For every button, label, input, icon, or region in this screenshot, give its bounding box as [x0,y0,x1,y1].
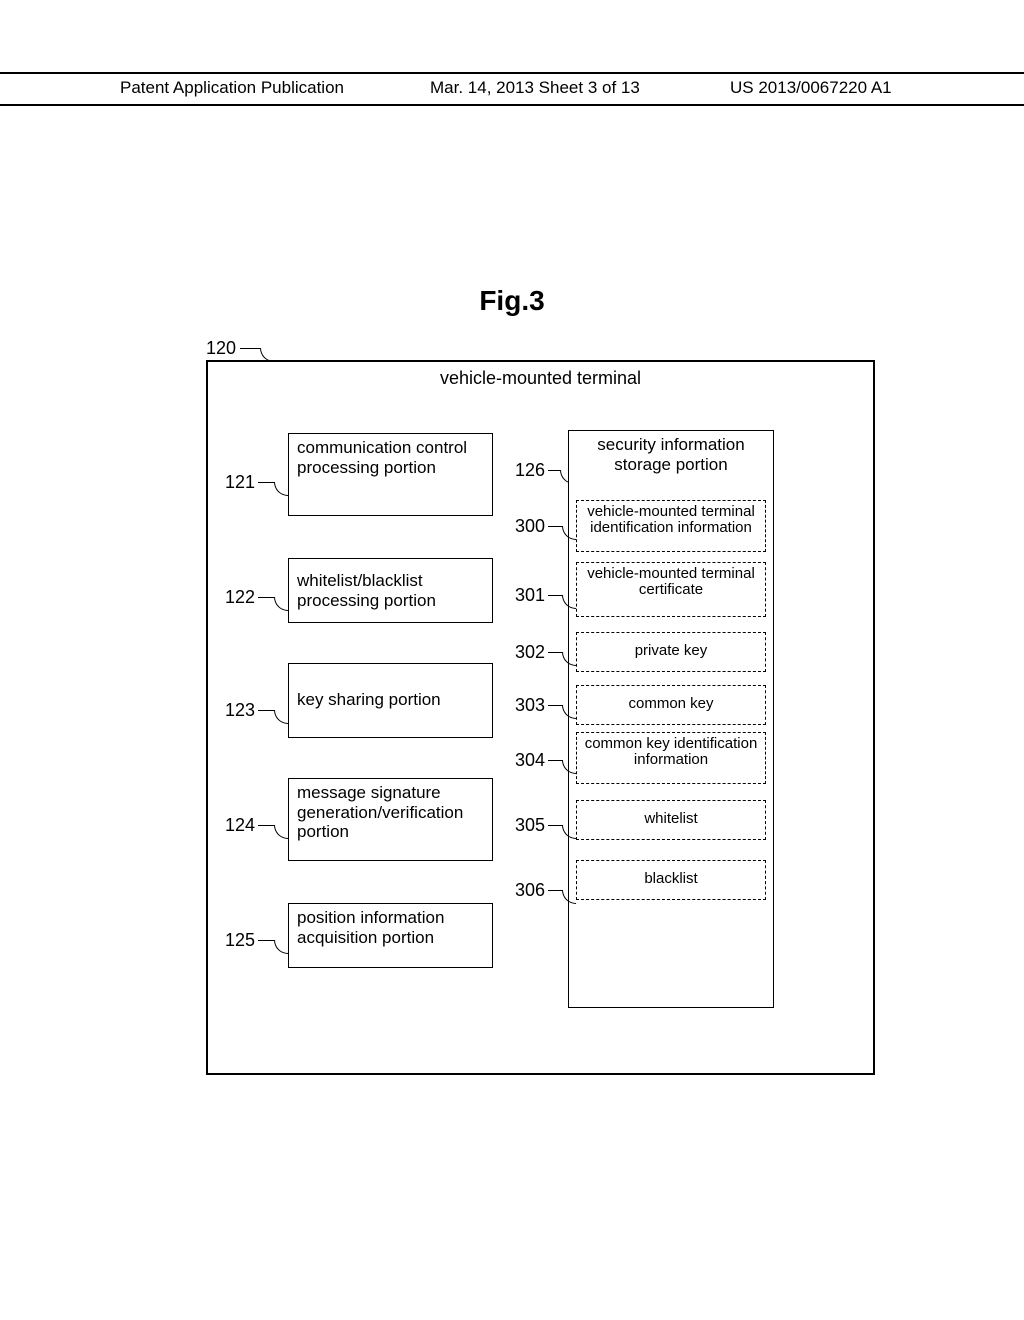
storage-item-306: blacklist [576,860,766,900]
ref-301: 301 [515,585,545,606]
storage-item-text-305: whitelist [577,801,765,830]
ref-305: 305 [515,815,545,836]
ref-125: 125 [225,930,255,951]
left-block-text-122: whitelist/blacklist processing portion [289,559,492,614]
header-rule-top [0,72,1024,74]
left-block-125: position information acquisition portion [288,903,493,968]
storage-item-text-306: blacklist [577,861,765,890]
storage-item-text-304: common key identification information [577,733,765,771]
left-block-123: key sharing portion [288,663,493,738]
header-rule-bottom [0,104,1024,106]
ref-120: 120 [206,338,236,359]
left-block-text-125: position information acquisition portion [289,904,492,951]
header-left: Patent Application Publication [120,78,344,98]
vehicle-mounted-terminal-title: vehicle-mounted terminal [208,362,873,389]
left-block-122: whitelist/blacklist processing portion [288,558,493,623]
storage-item-303: common key [576,685,766,725]
storage-item-301: vehicle-mounted terminal certificate [576,562,766,617]
ref-300: 300 [515,516,545,537]
left-block-121: communication control processing portion [288,433,493,516]
ref-303: 303 [515,695,545,716]
ref-126: 126 [515,460,545,481]
storage-item-text-301: vehicle-mounted terminal certificate [577,563,765,601]
ref-306: 306 [515,880,545,901]
security-storage-title: security information storage portion [569,431,773,478]
left-block-text-124: message signature generation/verificatio… [289,779,492,846]
left-block-text-123: key sharing portion [289,664,492,714]
storage-item-304: common key identification information [576,732,766,784]
header-mid: Mar. 14, 2013 Sheet 3 of 13 [430,78,640,98]
ref-304: 304 [515,750,545,771]
figure-title: Fig.3 [0,285,1024,317]
storage-item-302: private key [576,632,766,672]
ref-124: 124 [225,815,255,836]
ref-123: 123 [225,700,255,721]
ref-302: 302 [515,642,545,663]
ref-122: 122 [225,587,255,608]
ref-121: 121 [225,472,255,493]
left-block-124: message signature generation/verificatio… [288,778,493,861]
storage-item-305: whitelist [576,800,766,840]
storage-item-text-303: common key [577,686,765,715]
storage-item-text-300: vehicle-mounted terminal identification … [577,501,765,539]
storage-item-text-302: private key [577,633,765,662]
storage-item-300: vehicle-mounted terminal identification … [576,500,766,552]
header-right: US 2013/0067220 A1 [730,78,892,98]
left-block-text-121: communication control processing portion [289,434,492,481]
